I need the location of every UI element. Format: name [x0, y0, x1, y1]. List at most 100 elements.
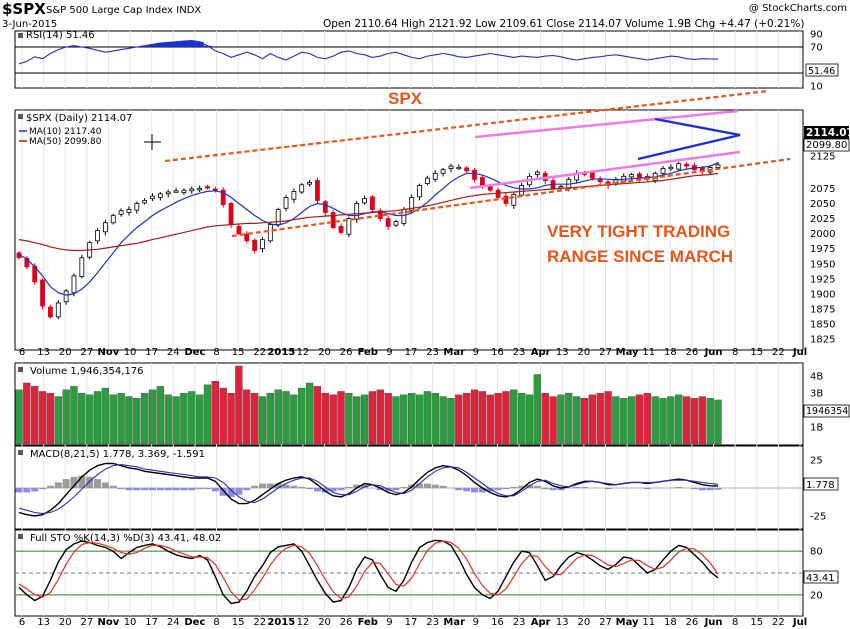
volume-bar — [698, 396, 706, 445]
candle-body — [597, 178, 603, 183]
svg-text:51.46: 51.46 — [808, 66, 835, 77]
candle-body — [150, 195, 155, 200]
x-tick-label: 22 — [772, 347, 785, 358]
candle-body — [102, 222, 108, 233]
volume-bar — [250, 392, 259, 445]
macd-histogram-bar — [706, 488, 714, 491]
macd-histogram-bar — [337, 488, 345, 491]
volume-bar — [70, 386, 78, 445]
candle-body — [315, 180, 320, 201]
price-tick-label: 1900 — [810, 289, 835, 300]
x-tick-label: 26 — [340, 617, 353, 628]
x-tick-label: 13 — [37, 347, 50, 358]
macd-histogram-bar — [125, 488, 133, 491]
candle-body — [63, 290, 69, 303]
candle-body — [71, 275, 77, 294]
stochastic-legend: Full STO %K(14,3) %D(3) 43.41, 48.02 — [18, 533, 221, 544]
candle-body — [589, 172, 595, 179]
volume-bar — [31, 386, 39, 445]
x-tick-label: 8 — [213, 617, 219, 628]
macd-histogram-bar — [46, 485, 54, 488]
volume-bar — [321, 392, 329, 445]
x-tick-label: 22 — [772, 617, 785, 628]
candle-body — [393, 221, 399, 226]
macd-histogram-bar — [219, 488, 227, 496]
macd-histogram-bar — [39, 488, 47, 490]
volume-bar — [180, 392, 188, 445]
x-tick-label: Jul — [792, 617, 807, 628]
candle-body — [110, 215, 116, 224]
volume-bar — [384, 392, 392, 445]
x-tick-label: 23 — [513, 347, 526, 358]
price-tick-label: 1875 — [810, 305, 835, 316]
x-tick-label: Apr — [531, 617, 551, 628]
candle-body — [519, 184, 525, 196]
macd-histogram-bar — [235, 488, 243, 495]
stochastic-series — [15, 539, 803, 605]
volume-bar — [627, 396, 636, 445]
x-tick-label: 23 — [513, 617, 526, 628]
macd-histogram-bar — [133, 488, 141, 491]
annotation-title: SPX — [388, 89, 423, 108]
candle-body — [440, 169, 446, 174]
volume-bar — [282, 391, 290, 445]
price-tick-label: 1950 — [810, 259, 835, 270]
macd-histogram-bar — [251, 485, 259, 488]
macd-histogram-bar — [109, 485, 117, 488]
volume-bar — [235, 365, 243, 445]
x-tick-label: 6 — [19, 347, 25, 358]
x-tick-label: Dec — [184, 347, 205, 358]
macd-histogram-bar — [502, 488, 510, 490]
rsi-series — [15, 39, 803, 74]
range-bottom-line — [469, 150, 741, 190]
x-tick-label: 22 — [253, 347, 266, 358]
volume-bar — [651, 396, 659, 445]
candle-body — [472, 169, 477, 180]
price-tick-label: 2000 — [810, 229, 835, 240]
candle-body — [307, 181, 312, 185]
stochastic-tick-label: 20 — [810, 590, 823, 601]
macd-tick-label: 25 — [810, 456, 823, 467]
candle-body — [205, 186, 210, 189]
x-tick-label: 15 — [750, 617, 763, 628]
macd-histogram-bar — [86, 476, 94, 488]
candle-body — [173, 190, 179, 193]
candle-body — [55, 302, 61, 318]
volume-bar — [141, 392, 149, 445]
price-legend: $SPX (Daily) 2114.07 MA(10) 2117.40 MA(5… — [18, 113, 132, 147]
x-tick-label: Dec — [184, 617, 205, 628]
macd-histogram-bar — [313, 488, 321, 492]
svg-text:MACD(8,21,5) 1.778, 3.369, -1.: MACD(8,21,5) 1.778, 3.369, -1.591 — [30, 449, 205, 460]
security-name: S&P 500 Large Cap Index INDX — [46, 5, 201, 16]
volume-bar — [15, 389, 23, 445]
volume-bar — [675, 394, 683, 445]
macd-histogram-bar — [643, 488, 651, 490]
volume-bar — [23, 382, 31, 445]
range-top-line — [474, 109, 739, 139]
candle-body — [511, 194, 517, 206]
macd-histogram-bar — [329, 488, 337, 492]
x-tick-label: 17 — [405, 617, 418, 628]
volume-bar — [360, 394, 369, 445]
symbol: $SPX — [2, 0, 46, 18]
x-tick-label: 27 — [599, 347, 612, 358]
x-tick-label: May — [616, 617, 639, 628]
x-tick-label: Mar — [443, 347, 465, 358]
stochastic-tick-label: 80 — [810, 547, 823, 558]
macd-histogram-bar — [400, 486, 408, 488]
x-tick-label: 20 — [578, 347, 591, 358]
x-tick-label: 20 — [59, 617, 72, 628]
x-tick-label: 20 — [59, 347, 72, 358]
x-tick-label: 12 — [297, 347, 310, 358]
candle-body — [330, 212, 336, 228]
x-tick-label: 9 — [386, 347, 392, 358]
candle-body — [362, 198, 367, 204]
volume-bar — [596, 392, 604, 445]
rsi-overbought-fill — [172, 41, 181, 47]
x-tick-label: 16 — [491, 617, 504, 628]
volume-bar — [274, 389, 282, 445]
candle-body — [283, 197, 289, 209]
svg-text:1946354: 1946354 — [806, 406, 848, 417]
price-tick-label: 1850 — [810, 320, 835, 331]
x-tick-label: 13 — [556, 347, 569, 358]
